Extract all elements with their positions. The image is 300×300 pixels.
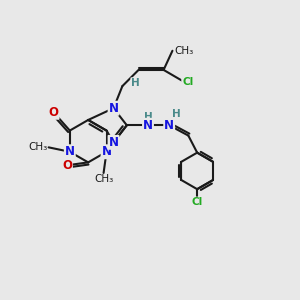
Text: N: N [109,136,118,149]
Text: CH₃: CH₃ [94,174,113,184]
Text: H: H [172,109,181,119]
Text: CH₃: CH₃ [174,46,193,56]
Text: N: N [164,119,174,132]
Text: N: N [65,145,75,158]
Text: N: N [143,119,153,132]
Text: CH₃: CH₃ [28,142,47,152]
Text: H: H [144,112,152,122]
Text: O: O [49,106,58,119]
Text: O: O [62,159,72,172]
Text: Cl: Cl [191,197,203,207]
Text: Cl: Cl [182,77,194,87]
Text: N: N [109,102,118,115]
Text: N: N [101,145,112,158]
Text: H: H [131,78,140,88]
